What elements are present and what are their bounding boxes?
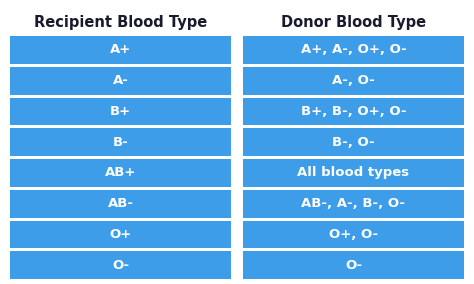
Bar xyxy=(10,190,231,218)
Bar xyxy=(243,190,464,218)
Bar xyxy=(243,251,464,279)
Text: O-: O- xyxy=(112,259,129,272)
Bar xyxy=(10,67,231,95)
Text: Recipient Blood Type: Recipient Blood Type xyxy=(34,14,207,30)
Text: A-: A- xyxy=(112,74,128,87)
Bar xyxy=(243,97,464,125)
Text: All blood types: All blood types xyxy=(298,166,410,179)
Text: A-, O-: A-, O- xyxy=(332,74,375,87)
Bar xyxy=(243,220,464,248)
Text: AB-, A-, B-, O-: AB-, A-, B-, O- xyxy=(301,197,405,210)
Bar xyxy=(243,159,464,187)
Bar xyxy=(10,220,231,248)
Text: B-, O-: B-, O- xyxy=(332,136,375,149)
Text: AB-: AB- xyxy=(108,197,134,210)
Bar xyxy=(243,128,464,156)
Bar xyxy=(10,128,231,156)
Text: O+, O-: O+, O- xyxy=(329,228,378,241)
Text: O+: O+ xyxy=(109,228,132,241)
Text: A+: A+ xyxy=(110,43,131,57)
Text: B-: B- xyxy=(113,136,128,149)
Text: B+, B-, O+, O-: B+, B-, O+, O- xyxy=(301,105,406,118)
Bar xyxy=(10,251,231,279)
Text: O-: O- xyxy=(345,259,362,272)
Bar xyxy=(243,36,464,64)
Bar xyxy=(10,97,231,125)
Bar xyxy=(243,67,464,95)
Text: B+: B+ xyxy=(110,105,131,118)
Text: Donor Blood Type: Donor Blood Type xyxy=(281,14,426,30)
Text: A+, A-, O+, O-: A+, A-, O+, O- xyxy=(301,43,406,57)
Bar xyxy=(10,36,231,64)
Bar xyxy=(10,159,231,187)
Text: AB+: AB+ xyxy=(105,166,136,179)
